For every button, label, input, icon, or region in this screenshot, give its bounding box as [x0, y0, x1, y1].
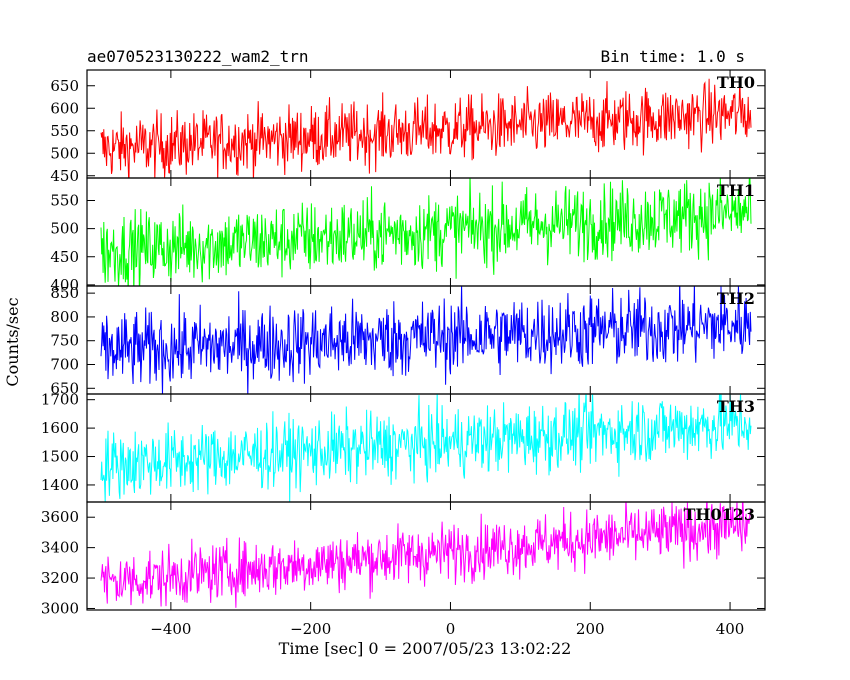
- y-tick-label: 400: [50, 276, 79, 294]
- bin-time-label: Bin time: 1.0 s: [601, 47, 746, 66]
- panel-frame: [86, 501, 766, 611]
- y-tick-label: 3000: [41, 599, 79, 617]
- y-tick-label: 700: [50, 356, 79, 374]
- x-tick-label: −400: [150, 620, 191, 638]
- y-tick-label: 1600: [41, 419, 79, 437]
- y-tick-label: 650: [50, 379, 79, 397]
- series-line-th3: [100, 394, 752, 502]
- y-tick-label: 800: [50, 308, 79, 326]
- panel-th3: 1400 1500 1600 1700 TH3: [41, 391, 766, 503]
- y-tick-label: 3400: [41, 539, 79, 557]
- y-axis-label: Counts/sec: [3, 297, 22, 386]
- y-tick-label: 3600: [41, 508, 79, 526]
- y-tick-label: 750: [50, 332, 79, 350]
- chart-title: ae070523130222_wam2_trn: [87, 47, 309, 66]
- y-tick-label: 550: [50, 122, 79, 140]
- x-axis-label: Time [sec] 0 = 2007/05/23 13:02:22: [279, 639, 572, 658]
- panel-label: TH0123: [683, 505, 755, 524]
- y-tick-label: 1700: [41, 391, 79, 409]
- series-line-th2: [100, 286, 752, 394]
- series-line-th1: [100, 178, 752, 286]
- x-axis: −400 −200 0 200 400: [150, 620, 744, 638]
- series-line-th0123: [100, 502, 752, 608]
- y-tick-label: 850: [50, 284, 79, 302]
- panel-label: TH1: [717, 181, 755, 200]
- panel-label: TH3: [717, 397, 755, 416]
- panel-label: TH2: [717, 289, 755, 308]
- y-tick-label: 1500: [41, 448, 79, 466]
- panel-label: TH0: [717, 73, 755, 92]
- panels: 450 500 550 600 650 TH0 400 450 500 550 TH1 650 700 7…: [41, 69, 766, 617]
- y-tick-label: 550: [50, 192, 79, 210]
- panel-th0: 450 500 550 600 650 TH0: [50, 69, 766, 185]
- y-tick-label: 450: [50, 248, 79, 266]
- x-tick-label: 0: [446, 620, 456, 638]
- panel-th0123: 3000 3200 3400 3600 TH0123: [41, 501, 766, 617]
- y-tick-label: 500: [50, 144, 79, 162]
- x-tick-label: −200: [290, 620, 331, 638]
- series-line-th0: [100, 78, 752, 178]
- x-tick-label: 400: [716, 620, 745, 638]
- y-tick-label: 600: [50, 99, 79, 117]
- x-tick-label: 200: [576, 620, 605, 638]
- y-tick-label: 3200: [41, 569, 79, 587]
- y-tick-label: 500: [50, 220, 79, 238]
- panel-th2: 650 700 750 800 850 TH2: [50, 284, 766, 397]
- y-tick-label: 450: [50, 167, 79, 185]
- y-tick-label: 650: [50, 77, 79, 95]
- y-tick-label: 1400: [41, 476, 79, 494]
- panel-th1: 400 450 500 550 TH1: [50, 177, 766, 294]
